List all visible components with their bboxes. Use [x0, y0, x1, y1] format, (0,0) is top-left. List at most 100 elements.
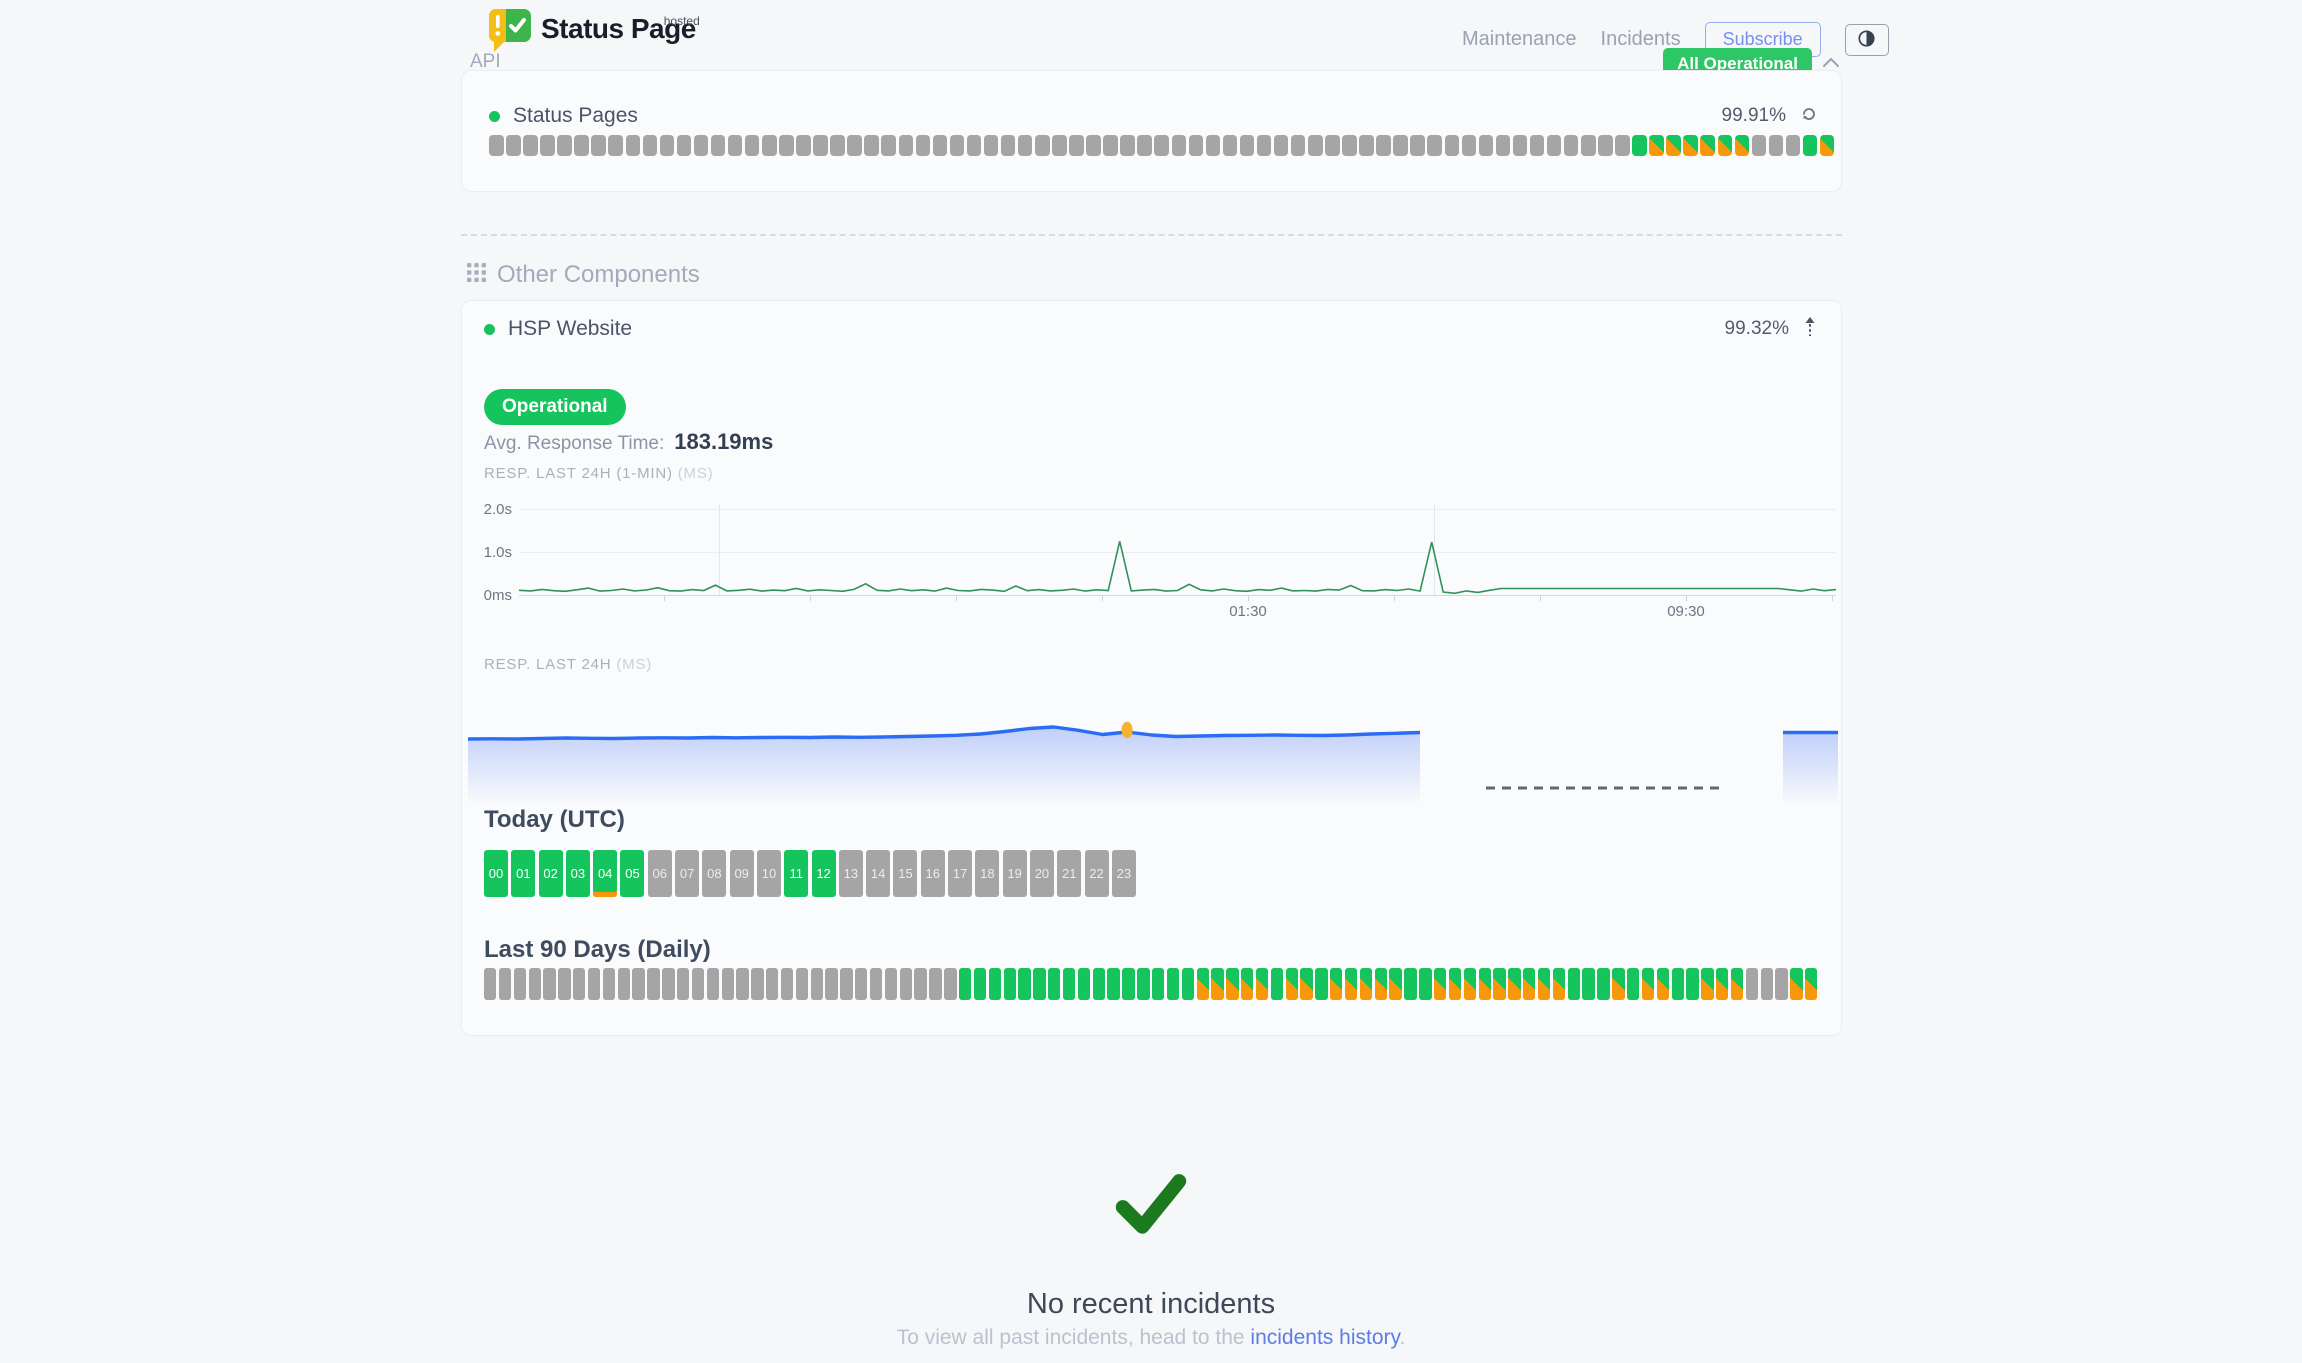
- uptime-block-nodata: [1598, 135, 1613, 156]
- uptime-block-nodata: [484, 968, 497, 1000]
- uptime-block-nodata: [736, 968, 749, 1000]
- uptime-block-nodata: [884, 968, 898, 1000]
- y-axis-tick: 2.0s: [483, 501, 512, 518]
- uptime-block-up: [1626, 968, 1640, 1000]
- uptime-block-mixed: [1285, 968, 1298, 1000]
- uptime-block-nodata: [1376, 135, 1391, 156]
- x-axis-line: [519, 595, 1836, 596]
- hour-block-02: 02: [538, 850, 563, 897]
- uptime-block-up: [1033, 968, 1046, 1000]
- uptime-block-up: [1122, 968, 1135, 1000]
- uptime-block-up: [1315, 968, 1328, 1000]
- uptime-block-nodata: [557, 135, 572, 156]
- uptime-block-up: [1671, 968, 1684, 1000]
- uptime-block-nodata: [929, 968, 942, 1000]
- uptime-block-nodata: [574, 135, 589, 156]
- uptime-block-nodata: [796, 135, 811, 156]
- uptime-percent: 99.91%: [1721, 105, 1786, 126]
- refresh-icon[interactable]: [1800, 105, 1817, 127]
- nav-incidents[interactable]: Incidents: [1600, 28, 1681, 50]
- api-card: Status Pages 99.91%: [461, 70, 1842, 192]
- uptime-block-nodata: [1359, 135, 1374, 156]
- uptime-block-nodata: [1308, 135, 1323, 156]
- uptime-block-up: [1166, 968, 1180, 1000]
- uptime-block-mixed: [1701, 968, 1714, 1000]
- y-axis-tick: 0ms: [483, 587, 512, 604]
- uptime-block-nodata: [830, 135, 845, 156]
- section-title-other: Other Components: [466, 261, 700, 289]
- uptime-block-mixed: [1552, 968, 1566, 1000]
- uptime-block-up: [1062, 968, 1076, 1000]
- uptime-block-nodata: [573, 968, 586, 1000]
- hour-block-13: 13: [838, 850, 863, 897]
- uptime-block-nodata: [1154, 135, 1169, 156]
- uptime-block-nodata: [1410, 135, 1425, 156]
- uptime-block-nodata: [693, 135, 709, 156]
- uptime-block-nodata: [810, 968, 823, 1000]
- uptime-block-nodata: [540, 135, 555, 156]
- uptime-block-nodata: [662, 968, 675, 1000]
- uptime-block-mixed: [1734, 135, 1750, 156]
- uptime-block-nodata: [632, 968, 645, 1000]
- uptime-block-mixed: [1359, 968, 1373, 1000]
- uptime-block-nodata: [513, 968, 527, 1000]
- axis-tick: [664, 596, 665, 601]
- uptime-block-nodata: [847, 135, 862, 156]
- uptime-block-up: [1151, 968, 1165, 1000]
- uptime-block-nodata: [706, 968, 720, 1000]
- hour-block-11: 11: [784, 850, 809, 897]
- uptime-block-up: [973, 968, 987, 1000]
- hour-block-04: 04: [593, 850, 618, 897]
- uptime-block-mixed: [1683, 135, 1698, 156]
- uptime-block-up: [1092, 968, 1105, 1000]
- chevron-up-icon[interactable]: [1822, 55, 1840, 73]
- uptime-block-nodata: [1768, 135, 1784, 156]
- uptime-block-up: [1567, 968, 1580, 1000]
- uptime-block-nodata: [932, 135, 948, 156]
- uptime-block-nodata: [676, 135, 692, 156]
- today-hours-bar: 00 01 02 03 04 05 06 07 08 09 10 11 12 13 14 15 16 17 18 19…: [484, 850, 1136, 897]
- axis-tick: [810, 596, 811, 601]
- uptime-block-nodata: [1205, 135, 1221, 156]
- uptime-block-nodata: [1069, 135, 1084, 156]
- uptime-block-nodata: [1427, 135, 1442, 156]
- uptime-block-mixed: [1537, 968, 1551, 1000]
- uptime-block-mixed: [1241, 968, 1254, 1000]
- uptime-block-mixed: [1211, 968, 1224, 1000]
- uptime-block-nodata: [642, 135, 658, 156]
- uptime-block-nodata: [779, 135, 794, 156]
- uptime-block-nodata: [1325, 135, 1340, 156]
- uptime-block-nodata: [1775, 968, 1788, 1000]
- status-pill: Operational: [484, 389, 626, 425]
- uptime-block-nodata: [1785, 135, 1801, 156]
- uptime-block-nodata: [1495, 135, 1511, 156]
- nav-maintenance[interactable]: Maintenance: [1462, 28, 1577, 50]
- hour-block-05: 05: [620, 850, 645, 897]
- uptime-block-mixed: [1730, 968, 1744, 1000]
- uptime-block-nodata: [659, 135, 675, 156]
- uptime-block-nodata: [1000, 135, 1016, 156]
- hour-block-23: 23: [1111, 850, 1136, 897]
- hour-block-14: 14: [866, 850, 891, 897]
- uptime-block-up: [1270, 968, 1284, 1000]
- uptime-block-nodata: [899, 968, 913, 1000]
- theme-toggle-button[interactable]: [1844, 23, 1889, 56]
- uptime-block-nodata: [676, 968, 690, 1000]
- hour-block-09: 09: [729, 850, 754, 897]
- uptime-block-mixed: [1790, 968, 1803, 1000]
- uptime-block-nodata: [608, 135, 623, 156]
- response-time-chart: 2.0s 1.0s 0ms 01:30 09:30: [462, 501, 1843, 631]
- uptime-block-nodata: [840, 968, 853, 1000]
- uptime-block-up: [988, 968, 1002, 1000]
- hour-block-16: 16: [920, 850, 945, 897]
- hour-block-22: 22: [1084, 850, 1109, 897]
- uptime-block-mixed: [1649, 135, 1664, 156]
- uptime-block-up: [1107, 968, 1120, 1000]
- incidents-history-link[interactable]: incidents history: [1250, 1326, 1400, 1349]
- uptime-block-nodata: [691, 968, 705, 1000]
- uptime-block-nodata: [1393, 135, 1408, 156]
- uptime-block-nodata: [1035, 135, 1050, 156]
- hour-block-03: 03: [565, 850, 590, 897]
- uptime-block-nodata: [587, 968, 601, 1000]
- last90-heading: Last 90 Days (Daily): [484, 936, 711, 963]
